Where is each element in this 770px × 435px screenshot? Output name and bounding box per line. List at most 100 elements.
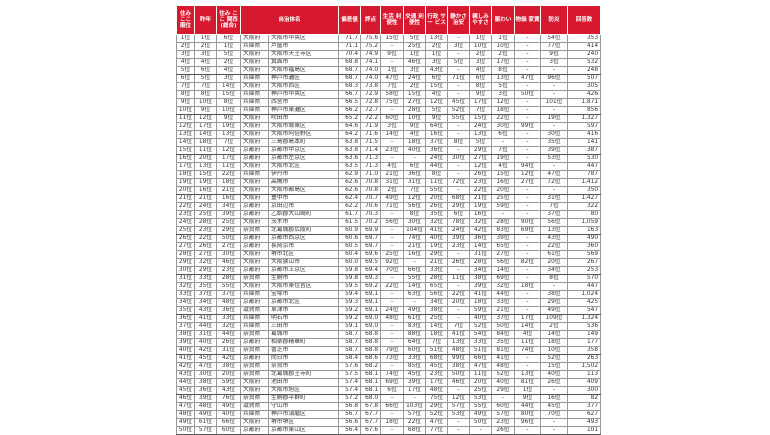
cell-prefecture: 兵庫県 bbox=[240, 322, 269, 331]
cell-safety: - bbox=[447, 418, 471, 427]
cell-municipality: 大阪市阿倍野区 bbox=[267, 130, 340, 139]
cell-living: 56位 bbox=[380, 218, 405, 227]
cell-last-year: 7位 bbox=[194, 82, 217, 91]
cell-lively: 57位 bbox=[491, 410, 516, 419]
cell-safety: 3位 bbox=[447, 42, 471, 51]
cell-transport: - bbox=[403, 258, 427, 267]
cell-transport: 18位 bbox=[403, 138, 427, 147]
cell-kansai-rank: 34位 bbox=[216, 202, 241, 211]
cell-score: 71.3 bbox=[360, 154, 382, 163]
cell-kansai-rank: 19位 bbox=[216, 122, 241, 131]
cell-living: 75位 bbox=[380, 98, 405, 107]
cell-kansai-rank: 4位 bbox=[216, 66, 241, 75]
cell-lively: 7位 bbox=[491, 146, 516, 155]
cell-transport: 25位 bbox=[403, 42, 427, 51]
cell-responses: 627 bbox=[567, 410, 602, 419]
cell-responses: 80 bbox=[567, 210, 602, 219]
cell-safety: - bbox=[447, 82, 471, 91]
cell-rank: 30位 bbox=[176, 266, 195, 275]
cell-disaster: 53位 bbox=[540, 154, 569, 163]
cell-living: - bbox=[380, 330, 405, 339]
cell-prefecture: 京都府 bbox=[240, 154, 269, 163]
cell-rank: 29位 bbox=[176, 258, 195, 267]
cell-municipality: 神戸市灘区 bbox=[267, 74, 340, 83]
cell-disaster: 39位 bbox=[540, 146, 569, 155]
cell-price: - bbox=[514, 82, 542, 91]
cell-disaster: 9位 bbox=[540, 50, 569, 59]
cell-lively: 22位 bbox=[491, 114, 516, 123]
cell-last-year: 2位 bbox=[194, 42, 217, 51]
cell-prefecture: 京都府 bbox=[240, 426, 269, 435]
cell-score: 68.8 bbox=[360, 330, 382, 339]
cell-admin: 29位 bbox=[425, 402, 449, 411]
cell-living: 92位 bbox=[380, 258, 405, 267]
cell-kansai-rank: 60位 bbox=[216, 426, 241, 435]
cell-deviation: 60.6 bbox=[338, 234, 362, 243]
cell-disaster: 52位 bbox=[540, 354, 569, 363]
cell-disaster: 31位 bbox=[540, 194, 569, 203]
cell-price: - bbox=[514, 138, 542, 147]
cell-living: 9位 bbox=[380, 50, 405, 59]
cell-safety: 38位 bbox=[447, 362, 471, 371]
cell-last-year: 38位 bbox=[194, 378, 217, 387]
cell-responses: 856 bbox=[567, 106, 602, 115]
cell-lively: 39位 bbox=[491, 234, 516, 243]
cell-kansai-rank: 49位 bbox=[216, 402, 241, 411]
cell-friendly: 49位 bbox=[469, 410, 493, 419]
cell-municipality: 三田市 bbox=[267, 322, 340, 331]
cell-deviation: 63.5 bbox=[338, 162, 362, 171]
cell-municipality: 大阪市西区 bbox=[267, 82, 340, 91]
cell-responses: 377 bbox=[567, 402, 602, 411]
cell-kansai-rank: 33位 bbox=[216, 314, 241, 323]
cell-living: - bbox=[380, 290, 405, 299]
cell-admin: 36位 bbox=[425, 146, 449, 155]
cell-rank: 9位 bbox=[176, 98, 195, 107]
cell-score: 74.0 bbox=[360, 66, 382, 75]
cell-disaster: - bbox=[540, 66, 569, 75]
cell-deviation: 56.6 bbox=[338, 418, 362, 427]
cell-transport: 8位 bbox=[403, 210, 427, 219]
cell-lively: 69位 bbox=[491, 274, 516, 283]
cell-score: 70.3 bbox=[360, 210, 382, 219]
cell-price: - bbox=[514, 202, 542, 211]
cell-transport: 61位 bbox=[403, 314, 427, 323]
cell-kansai-rank: 50位 bbox=[216, 234, 241, 243]
cell-municipality: 西宮市 bbox=[267, 98, 340, 107]
table-row: 20位 16位 21位 大阪府 大阪市都島区 62.6 70.8 2位 7位 55位 -22位 20位… bbox=[176, 186, 602, 195]
cell-prefecture: 京都府 bbox=[240, 354, 269, 363]
cell-last-year: 29位 bbox=[194, 266, 217, 275]
cell-responses: 409 bbox=[567, 378, 602, 387]
cell-rank: 37位 bbox=[176, 322, 195, 331]
cell-kansai-rank: 13位 bbox=[216, 130, 241, 139]
cell-municipality: 長岡京市 bbox=[267, 242, 340, 251]
cell-disaster: 20位 bbox=[540, 258, 569, 267]
cell-rank: 41位 bbox=[176, 354, 195, 363]
cell-lively: - bbox=[491, 210, 516, 219]
header-disaster: 防災 bbox=[540, 5, 569, 35]
cell-friendly: 34位 bbox=[469, 266, 493, 275]
header-row: 住み ここ 順位 昨年 住み ここ 関西 (総合) 自治体名 偏差値 評点 生活… bbox=[176, 5, 602, 35]
cell-price: - bbox=[514, 234, 542, 243]
cell-deviation: 60.5 bbox=[338, 242, 362, 251]
cell-friendly: 12位 bbox=[469, 162, 493, 171]
cell-friendly: 18位 bbox=[469, 298, 493, 307]
cell-admin: 7位 bbox=[425, 338, 449, 347]
cell-safety: - bbox=[447, 50, 471, 59]
cell-last-year: 23位 bbox=[194, 226, 217, 235]
cell-disaster: - bbox=[540, 418, 569, 427]
cell-prefecture: 大阪府 bbox=[240, 82, 269, 91]
cell-rank: 49位 bbox=[176, 418, 195, 427]
cell-last-year: 3位 bbox=[194, 50, 217, 59]
cell-last-year: 11位 bbox=[194, 146, 217, 155]
table-row: 6位 5位 3位 兵庫県 神戸市灘区 68.7 74.0 47位 24位 6位 71位 6位 13位 47… bbox=[176, 74, 602, 83]
table-row: 7位 7位 14位 大阪府 大阪市西区 68.3 73.8 7位 2位 15位 -8位 5位 - -305 bbox=[176, 82, 602, 91]
table-row: 14位 18位 7位 大阪府 三島郡島本町 63.8 71.5-18位 37位 8位 5位 - -35… bbox=[176, 138, 602, 147]
cell-score: 69.6 bbox=[360, 250, 382, 259]
cell-admin: 68位 bbox=[425, 354, 449, 363]
cell-safety: 45位 bbox=[447, 98, 471, 107]
header-admin: 行政 サー ビス bbox=[425, 5, 449, 35]
cell-transport: 28位 bbox=[403, 106, 427, 115]
table-row: 15位 11位 12位 京都府 京都市中京区 63.8 71.4 23位 40位 36位 -29位 7… bbox=[176, 146, 602, 155]
cell-admin: 25位 bbox=[425, 314, 449, 323]
cell-kansai-rank: 3位 bbox=[216, 74, 241, 83]
